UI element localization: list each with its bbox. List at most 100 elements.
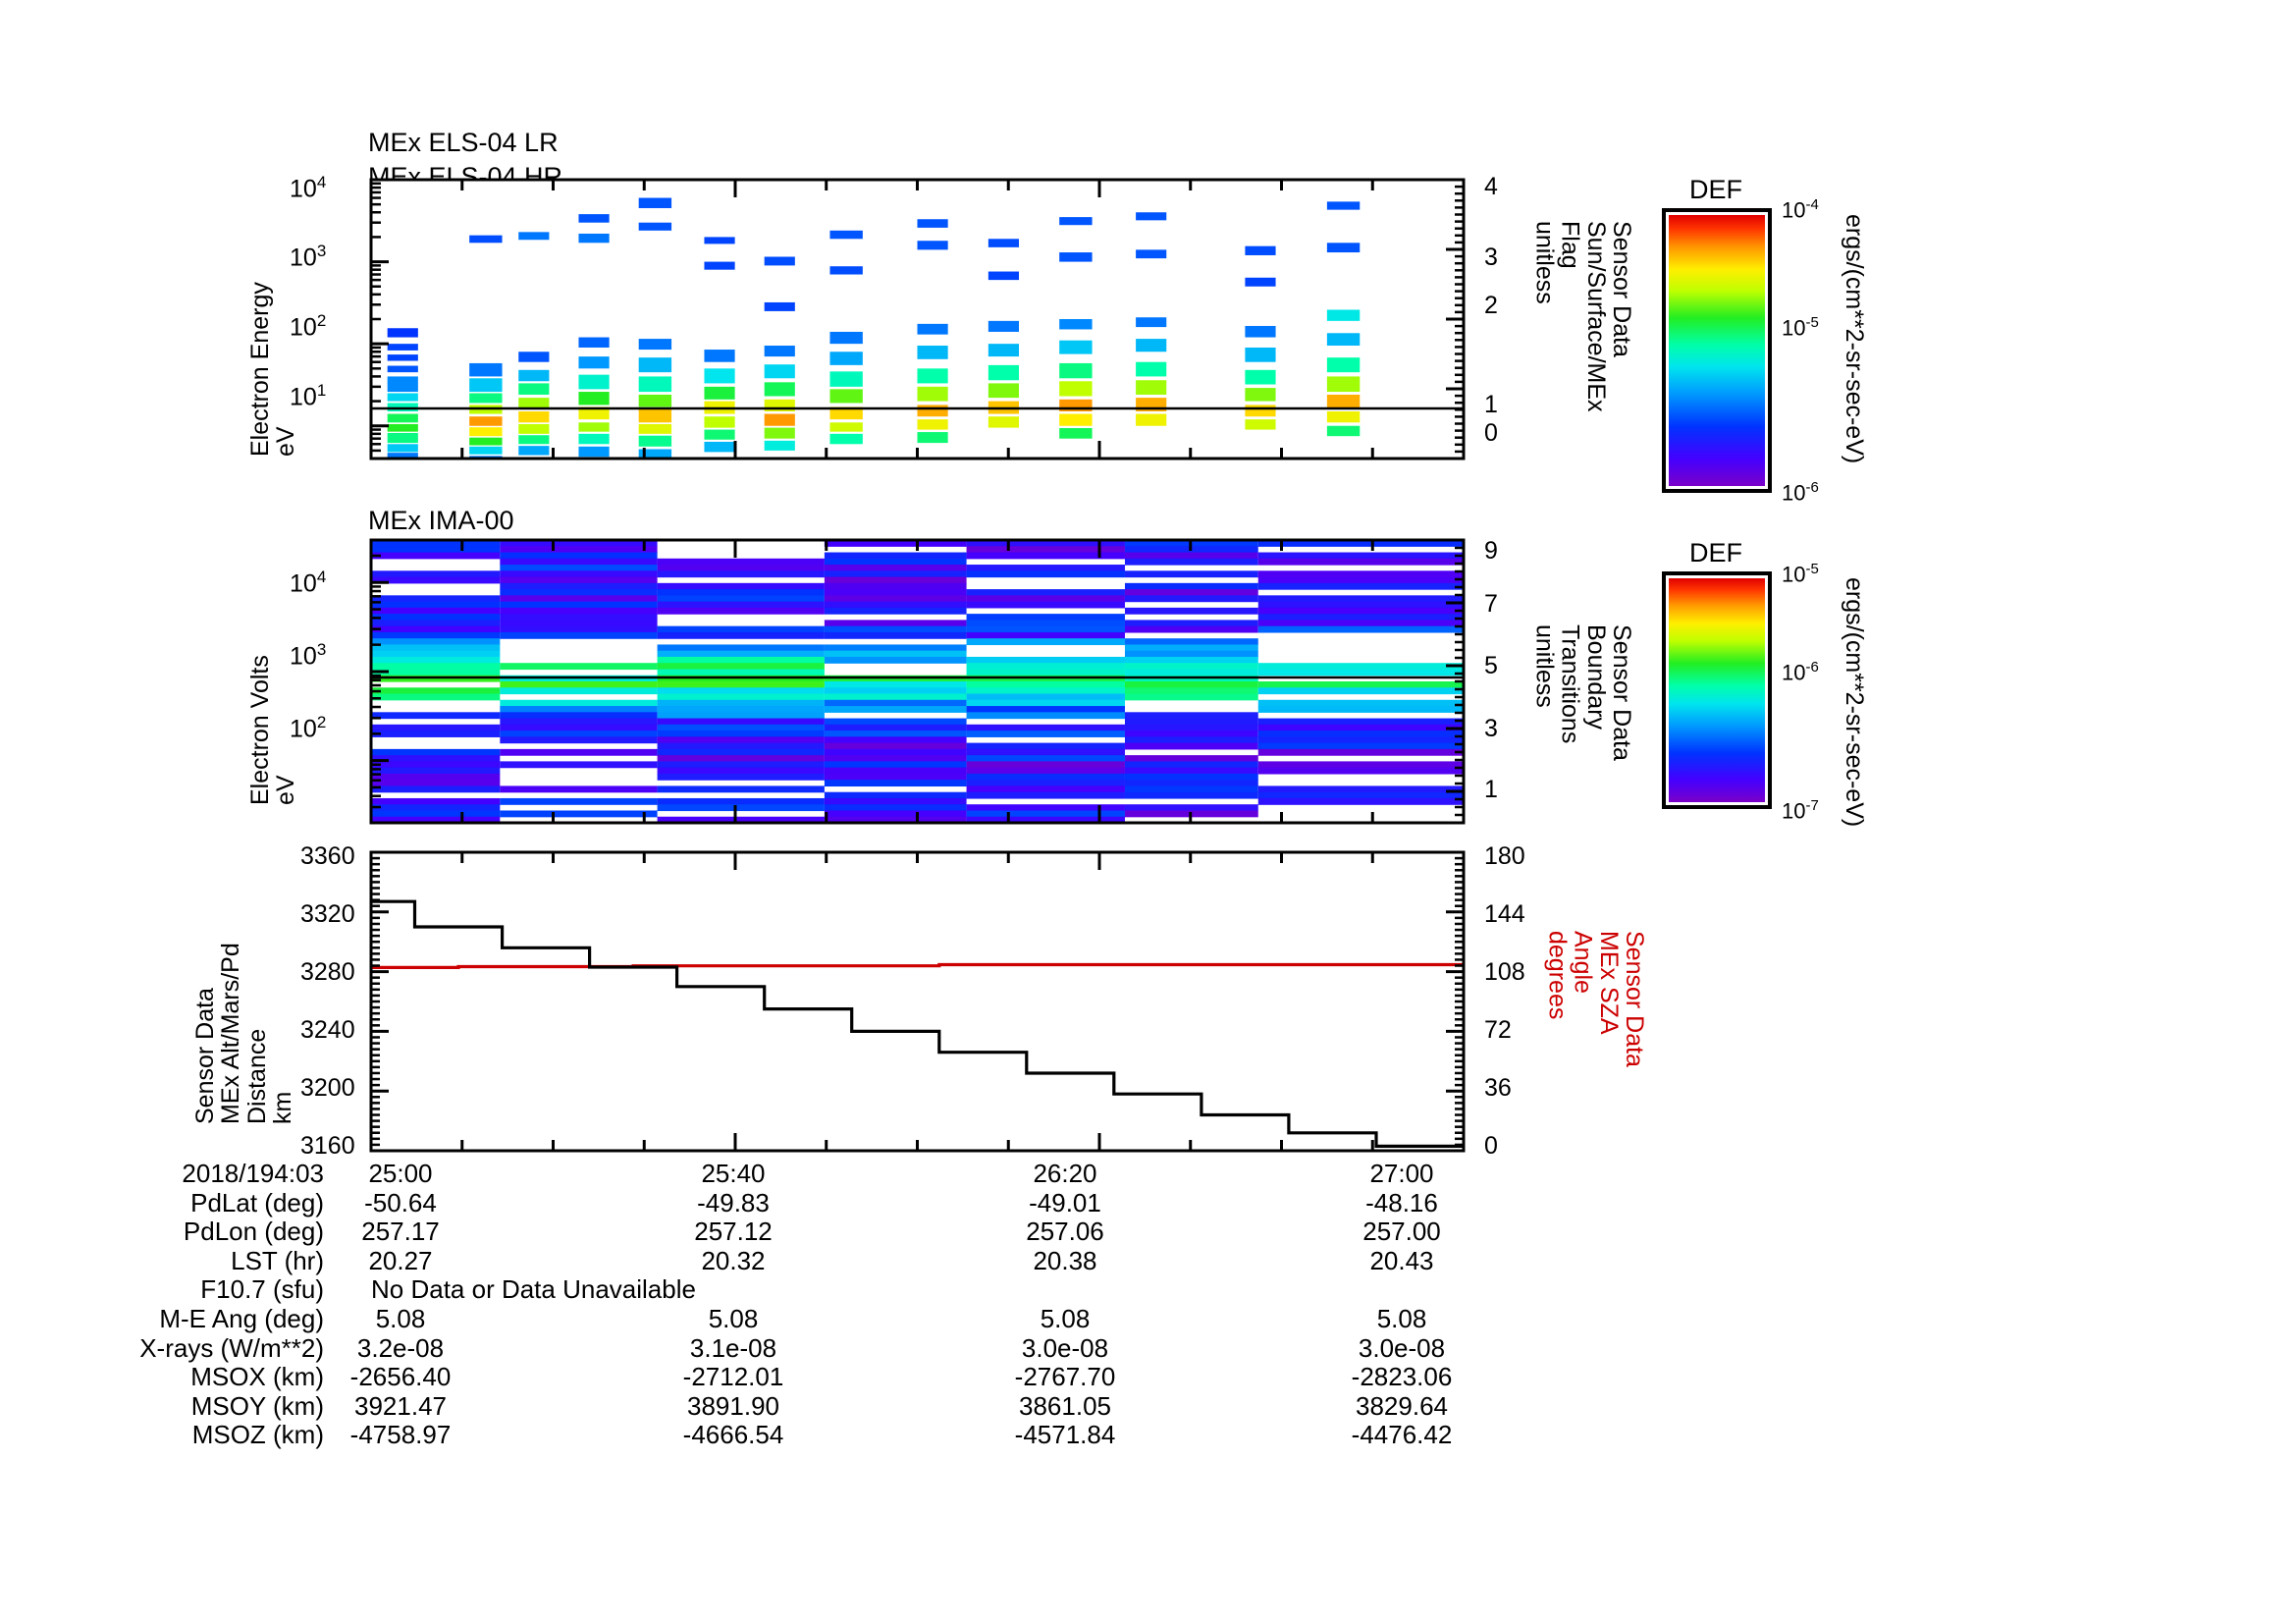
table-cell: No Data or Data Unavailable (371, 1274, 696, 1305)
colorbar1-gradient (1662, 208, 1772, 493)
table-cell: 27:00 (1369, 1159, 1434, 1188)
table-cell: 20.32 (701, 1245, 766, 1275)
table-cell: -49.01 (1029, 1187, 1101, 1217)
panel3-ylabel-line-2: Distance (242, 1028, 271, 1124)
panel3-ytick-1: 3320 (300, 900, 355, 928)
panel3-rtick-0: 180 (1484, 842, 1525, 870)
panel1-title-line-0: MEx ELS-04 LR (368, 128, 559, 157)
table-cell: 257.17 (361, 1217, 440, 1247)
table-cell: -2656.40 (349, 1362, 452, 1392)
panel1-plot-area (369, 178, 1466, 460)
panel2-right-label-line-2: Transitions (1556, 624, 1584, 744)
panel2-ytick-1: 103 (290, 640, 327, 671)
panel3-ylabel: Sensor Data MEx Alt/Mars/Pd Distance km (191, 913, 296, 1124)
panel3-ylabel-line-3: km (268, 1091, 296, 1124)
table-cell: 3861.05 (1019, 1390, 1111, 1421)
panel3-rtick-1: 144 (1484, 900, 1525, 928)
colorbar2-tick-0: 10-5 (1782, 561, 1819, 587)
panel2-plot-area (369, 538, 1466, 825)
panel1-right-label: unitless Flag Sun/Surface/MEx Sensor Dat… (1530, 221, 1635, 412)
table-row-label: PdLon (deg) (183, 1217, 324, 1247)
table-cell: 3829.64 (1356, 1390, 1448, 1421)
panel3-right-label-line-3: degrees (1543, 931, 1572, 1020)
table-cell: -50.64 (364, 1187, 437, 1217)
panel3-ylabel-line-0: Sensor Data (191, 988, 219, 1124)
table-cell: -2712.01 (682, 1362, 784, 1392)
panel1-rtick-3: 1 (1484, 391, 1498, 418)
colorbar1-tick-1: 10-5 (1782, 314, 1819, 341)
table-cell: 257.00 (1362, 1217, 1441, 1247)
panel2-ylabel: Electron Volts eV (246, 609, 300, 805)
colorbar1-tick-2: 10-6 (1782, 479, 1819, 506)
table-cell: 20.43 (1369, 1245, 1434, 1275)
table-cell: 5.08 (708, 1304, 759, 1333)
table-cell: 3.2e-08 (356, 1332, 445, 1363)
table-row-label: M-E Ang (deg) (159, 1304, 324, 1333)
panel2-right-label: unitless Transitions Boundary Sensor Dat… (1530, 624, 1635, 761)
panel1-ytick-1: 103 (290, 242, 327, 272)
table-cell: -48.16 (1365, 1187, 1438, 1217)
panel2-ytick-2: 102 (290, 713, 327, 743)
panel3-right-label-line-0: Sensor Data (1621, 931, 1648, 1067)
panel3-ylabel-line-1: MEx Alt/Mars/Pd (217, 943, 245, 1124)
table-row-label: X-rays (W/m**2) (139, 1332, 324, 1363)
table-row-label: F10.7 (sfu) (200, 1274, 324, 1305)
colorbar2-title: DEF (1689, 538, 1742, 568)
panel3-ytick-0: 3360 (300, 842, 355, 870)
colorbar1-title: DEF (1689, 175, 1742, 204)
panel1-title-lr: MEx ELS-04 LR (368, 128, 559, 158)
table-row-label: PdLat (deg) (190, 1187, 324, 1217)
panel3-plot-area (369, 850, 1466, 1153)
panel3-rtick-5: 0 (1484, 1132, 1498, 1160)
panel3-right-label-line-1: MEx SZA (1594, 931, 1623, 1035)
table-cell: 5.08 (1376, 1304, 1427, 1333)
panel2-rtick-0: 9 (1484, 537, 1498, 565)
panel2-right-label-line-3: unitless (1530, 624, 1559, 708)
table-cell: 3891.90 (687, 1390, 779, 1421)
panel2-ylabel-line-0: Electron Volts (246, 655, 274, 805)
panel1-right-label-line-2: Flag (1556, 221, 1584, 269)
panel3-ytick-5: 3160 (300, 1132, 355, 1160)
panel2-ylabel-line-1: eV (272, 775, 300, 805)
table-cell: 3.0e-08 (1021, 1332, 1109, 1363)
panel1-ytick-0: 104 (290, 173, 327, 203)
panel2-right-label-line-1: Boundary (1581, 624, 1610, 730)
panel1-ytick-2: 102 (290, 311, 327, 342)
panel2-title: MEx IMA-00 (368, 506, 514, 535)
colorbar2-tick-2: 10-7 (1782, 797, 1819, 824)
table-cell: -4758.97 (349, 1420, 452, 1450)
panel2-rtick-1: 7 (1484, 590, 1498, 618)
colorbar2-gradient (1662, 571, 1772, 809)
panel2-rtick-4: 1 (1484, 776, 1498, 803)
panel3-rtick-2: 108 (1484, 958, 1525, 986)
table-row-label: 2018/194:03 (182, 1159, 324, 1188)
table-cell: 257.06 (1026, 1217, 1104, 1247)
table-cell: -4476.42 (1351, 1420, 1453, 1450)
table-cell: 3.0e-08 (1358, 1332, 1446, 1363)
table-cell: 26:20 (1033, 1159, 1097, 1188)
table-cell: 25:40 (701, 1159, 766, 1188)
table-cell: -49.83 (697, 1187, 770, 1217)
table-cell: -4666.54 (682, 1420, 784, 1450)
colorbar2-unit-label: ergs/(cm**2-sr-sec-eV) (1841, 577, 1868, 828)
table-cell: 5.08 (1040, 1304, 1091, 1333)
panel2-right-label-line-0: Sensor Data (1608, 624, 1635, 761)
table-row-label: MSOZ (km) (191, 1420, 324, 1450)
panel1-rtick-1: 3 (1484, 243, 1498, 271)
panel3-right-label-line-2: Angle (1569, 931, 1597, 994)
table-cell: 5.08 (375, 1304, 426, 1333)
panel3-right-label: degrees Angle MEx SZA Sensor Data (1543, 931, 1648, 1067)
colorbar1-unit-label: ergs/(cm**2-sr-sec-eV) (1841, 214, 1868, 464)
panel1-rtick-2: 2 (1484, 292, 1498, 319)
panel2-ytick-0: 104 (290, 568, 327, 598)
panel3-ytick-3: 3240 (300, 1016, 355, 1044)
table-cell: 257.12 (694, 1217, 773, 1247)
panel1-right-label-line-3: unitless (1530, 221, 1559, 304)
table-cell: 3921.47 (354, 1390, 447, 1421)
panel2-rtick-2: 5 (1484, 652, 1498, 679)
table-cell: 20.38 (1033, 1245, 1097, 1275)
panel1-rtick-0: 4 (1484, 173, 1498, 200)
table-row-label: MSOX (km) (190, 1362, 324, 1392)
colorbar2-tick-1: 10-6 (1782, 659, 1819, 685)
